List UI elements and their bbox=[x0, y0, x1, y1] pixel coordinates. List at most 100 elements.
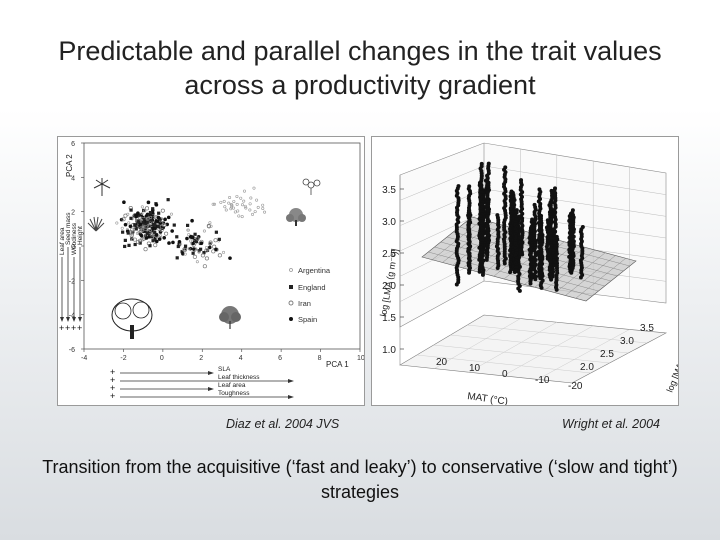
lma-point bbox=[528, 277, 533, 282]
pca-point-spain bbox=[156, 215, 161, 220]
pca-point-england bbox=[175, 235, 179, 239]
pca-point-england bbox=[183, 244, 188, 248]
lma-point bbox=[495, 265, 500, 270]
pca-point-iran bbox=[212, 244, 217, 249]
pca-x-tick-label: 8 bbox=[318, 355, 322, 362]
pca-point-argentina bbox=[120, 226, 124, 230]
trait-label-woodiness: Woodiness bbox=[71, 222, 78, 255]
pca-point-england bbox=[133, 223, 137, 227]
pca-point-spain bbox=[134, 213, 139, 218]
floor-grid-line bbox=[503, 325, 594, 377]
pca-point-argentina bbox=[237, 214, 241, 218]
pca-point-england bbox=[149, 235, 153, 239]
pca-point-iran bbox=[159, 227, 164, 232]
pca-point-england bbox=[176, 244, 180, 249]
pca-point-argentina bbox=[159, 234, 163, 238]
pca-point-england bbox=[127, 243, 131, 247]
pca-point-spain bbox=[146, 200, 151, 205]
z-tick-label: 2.5 bbox=[382, 249, 396, 260]
pca-point-argentina bbox=[139, 218, 143, 222]
floor-grid-line bbox=[467, 324, 648, 344]
slide-caption: Transition from the acquisitive (‘fast a… bbox=[42, 457, 678, 502]
credit-wright: Wright et al. 2004 bbox=[562, 417, 660, 431]
pca-x-axis-label: PCA 1 bbox=[326, 360, 349, 369]
pca-point-argentina bbox=[239, 196, 243, 200]
trait-label-toughness: Toughness bbox=[218, 390, 250, 397]
lma-point bbox=[570, 265, 575, 270]
pca-point-england bbox=[133, 242, 137, 247]
palm-icon bbox=[93, 178, 111, 196]
pca-point-iran bbox=[211, 249, 216, 254]
pca-point-argentina bbox=[212, 202, 216, 206]
pca-point-spain bbox=[190, 235, 195, 240]
lma-point bbox=[480, 272, 485, 277]
pca-x-tick-label: 10 bbox=[357, 355, 364, 362]
pca-point-argentina bbox=[205, 248, 209, 252]
pca-point-spain bbox=[166, 215, 171, 220]
trait-label-sla: SLA bbox=[218, 366, 231, 373]
bottom-trait-arrows: + + + + SLA Leaf thickness Leaf area Tou… bbox=[110, 366, 294, 401]
pca-point-argentina bbox=[242, 199, 246, 203]
pca-x-tick-label: 0 bbox=[160, 355, 164, 362]
pca-point-spain bbox=[199, 241, 204, 245]
y-tick-label: 2.0 bbox=[580, 362, 594, 373]
pca-point-iran bbox=[206, 223, 211, 228]
x-tick-label: 10 bbox=[469, 363, 481, 374]
lma-point bbox=[533, 277, 538, 282]
pca-point-argentina bbox=[253, 210, 257, 214]
pca-point-argentina bbox=[230, 205, 234, 209]
pca-point-argentina bbox=[188, 239, 192, 243]
z-tick-label: 3.5 bbox=[382, 185, 396, 196]
pca-point-argentina bbox=[261, 203, 265, 207]
lma-point bbox=[568, 269, 573, 274]
pca-point-england bbox=[145, 220, 149, 224]
pca-point-iran bbox=[153, 243, 158, 248]
pca-point-iran bbox=[136, 239, 141, 245]
pca-point-england bbox=[153, 238, 157, 242]
trait-label-seed-mass: Seed mass bbox=[65, 212, 72, 245]
pca-point-argentina bbox=[202, 229, 206, 233]
pca-point-argentina bbox=[244, 206, 248, 210]
pca-x-tick-label: 2 bbox=[199, 355, 203, 362]
pca-point-spain bbox=[177, 239, 182, 244]
lma-point bbox=[467, 270, 472, 275]
legend-marker-iran bbox=[288, 300, 294, 306]
pca-point-argentina bbox=[195, 260, 199, 264]
pca-point-argentina bbox=[223, 205, 227, 209]
floor-grid-line bbox=[468, 321, 557, 373]
x-tick-label: -10 bbox=[535, 375, 550, 386]
svg-text:+: + bbox=[110, 375, 115, 385]
legend-marker-argentina bbox=[289, 268, 293, 272]
trait-label-leaf-area-bottom: Leaf area bbox=[218, 382, 246, 389]
lma-3d-plot: 3.5 3.0 2.5 2.0 1.5 1.0 20 10 0 -10 -20 3.5 3.0 2.5… bbox=[378, 142, 678, 405]
lma-point bbox=[479, 265, 484, 270]
pca-scatter-figure: -4 -2 0 2 4 6 8 10 6 4 2 0 -2 -4 -6 PCA 2 PCA 1 Argen… bbox=[57, 136, 365, 406]
pca-point-iran bbox=[202, 264, 207, 269]
pca-legend: Argentina England Iran Spain bbox=[288, 266, 331, 324]
pca-point-spain bbox=[181, 251, 185, 256]
pca-point-england bbox=[151, 207, 155, 211]
pca-point-argentina bbox=[143, 209, 147, 213]
trait-sign-2: + bbox=[65, 323, 70, 333]
trait-label-height: Height bbox=[77, 226, 84, 245]
pca-point-england bbox=[193, 232, 197, 236]
pca-point-spain bbox=[185, 236, 189, 241]
legend-label-argentina: Argentina bbox=[298, 266, 331, 275]
pca-point-england bbox=[126, 231, 130, 235]
pca-x-tick-label: 4 bbox=[239, 355, 243, 362]
back-grid-line bbox=[483, 165, 667, 195]
pca-point-spain bbox=[138, 222, 143, 227]
pca-point-iran bbox=[213, 238, 218, 243]
z-tick-label: 1.0 bbox=[382, 345, 396, 356]
pca-point-argentina bbox=[222, 199, 226, 203]
pca-point-england bbox=[142, 217, 146, 222]
shrub-icon bbox=[219, 306, 241, 329]
pca-point-iran bbox=[204, 256, 209, 261]
legend-marker-spain bbox=[289, 317, 293, 321]
pca-point-argentina bbox=[140, 205, 144, 209]
svg-text:+: + bbox=[110, 367, 115, 377]
pca-point-argentina bbox=[149, 215, 153, 219]
pca-point-england bbox=[180, 250, 184, 254]
pca-point-iran bbox=[160, 208, 165, 213]
pca-y-tick-label: 0 bbox=[71, 244, 75, 251]
